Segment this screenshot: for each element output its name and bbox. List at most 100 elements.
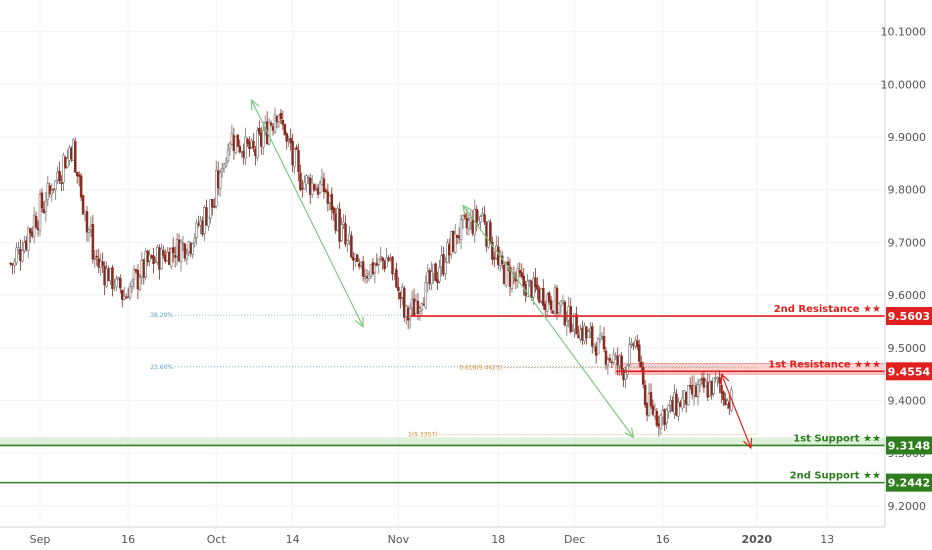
- price-tick-label: 9.6000: [888, 289, 927, 302]
- candle: [87, 228, 91, 242]
- candle-body: [113, 285, 116, 288]
- candle-body: [307, 177, 310, 179]
- candle-body: [551, 310, 555, 314]
- price-axis[interactable]: 10.1000 10.0000 9.9000 9.8000 9.7000 9.6000 9.…: [881, 0, 932, 550]
- candle-body: [583, 325, 586, 342]
- candle-body: [498, 256, 502, 266]
- candle: [44, 191, 48, 222]
- candle-body: [393, 268, 396, 274]
- candle-body: [101, 261, 104, 266]
- candle: [285, 131, 289, 150]
- candle-body: [48, 185, 52, 194]
- candle: [610, 360, 614, 368]
- candle: [551, 310, 555, 314]
- support-zone: [0, 437, 885, 446]
- price-tick-label: 9.2000: [888, 500, 927, 513]
- candle-body: [459, 219, 463, 240]
- arrow-head: [354, 316, 364, 328]
- candle: [169, 247, 173, 270]
- candle-body: [365, 276, 369, 279]
- fib-label: 38.20%: [150, 312, 173, 319]
- candle-body: [604, 350, 608, 365]
- candle-body: [698, 379, 702, 386]
- candle-body: [336, 207, 339, 231]
- candle-body: [702, 377, 706, 388]
- candle-body: [191, 243, 195, 255]
- candle: [218, 168, 222, 197]
- candle-body: [377, 258, 381, 265]
- candle: [573, 313, 576, 338]
- candle-body: [85, 211, 89, 233]
- candle: [604, 346, 608, 370]
- candle: [346, 239, 349, 253]
- candle-body: [728, 402, 731, 409]
- candle-body: [44, 200, 48, 212]
- candle: [630, 338, 633, 349]
- candle-body: [630, 342, 633, 345]
- candle-body: [348, 234, 351, 242]
- candle-body: [28, 228, 32, 234]
- candle: [148, 249, 151, 267]
- candle: [75, 172, 79, 184]
- candle-body: [109, 267, 112, 282]
- candle: [275, 115, 279, 129]
- candle: [522, 267, 525, 296]
- candle: [28, 227, 32, 243]
- candle: [481, 207, 484, 217]
- candle: [451, 230, 455, 253]
- candle-body: [592, 344, 596, 348]
- candle-body: [70, 148, 73, 160]
- candle-body: [553, 287, 557, 314]
- candle: [712, 377, 715, 397]
- candle: [70, 145, 73, 163]
- candle-body: [686, 385, 690, 406]
- candle-body: [598, 334, 602, 340]
- time-tick-label: 18: [491, 533, 505, 546]
- candle-body: [653, 409, 657, 417]
- candle: [9, 262, 12, 267]
- candle-body: [77, 174, 81, 177]
- candle: [459, 214, 463, 249]
- candle-body: [146, 250, 149, 263]
- candle: [258, 120, 261, 136]
- candle-body: [724, 399, 727, 406]
- candle: [495, 235, 498, 261]
- candle: [277, 114, 281, 129]
- candle: [387, 255, 390, 262]
- candle-body: [130, 280, 134, 287]
- candle: [352, 252, 355, 271]
- candle: [260, 126, 263, 155]
- candle-body: [230, 133, 234, 145]
- candle-body: [216, 170, 220, 189]
- candle-body: [199, 220, 202, 226]
- candle: [68, 144, 71, 166]
- candle: [704, 378, 708, 387]
- candle: [428, 267, 431, 290]
- candle: [724, 393, 727, 406]
- candle-body: [467, 220, 471, 230]
- candle: [293, 148, 296, 174]
- price-tick-label: 9.8000: [888, 184, 927, 197]
- candle-body: [183, 243, 187, 259]
- candle: [42, 201, 46, 215]
- candle: [330, 187, 334, 220]
- candle-body: [555, 287, 559, 314]
- candle: [471, 210, 475, 237]
- candle-body: [283, 124, 287, 135]
- candle-body: [412, 298, 416, 316]
- candle-body: [469, 217, 473, 223]
- candle: [144, 247, 148, 281]
- candle: [361, 255, 365, 282]
- candle: [213, 198, 216, 209]
- candle: [688, 377, 692, 390]
- candle: [508, 258, 512, 297]
- candle-body: [175, 238, 179, 257]
- time-axis[interactable]: Sep 16 Oct 14 Nov 18 Dec 16 2020 13: [0, 526, 932, 550]
- candle: [261, 121, 265, 156]
- candle: [612, 347, 616, 366]
- candle-body: [89, 225, 93, 231]
- candle-body: [581, 327, 584, 341]
- candle-body: [534, 277, 537, 288]
- candle-body: [428, 270, 431, 284]
- candle: [557, 302, 561, 317]
